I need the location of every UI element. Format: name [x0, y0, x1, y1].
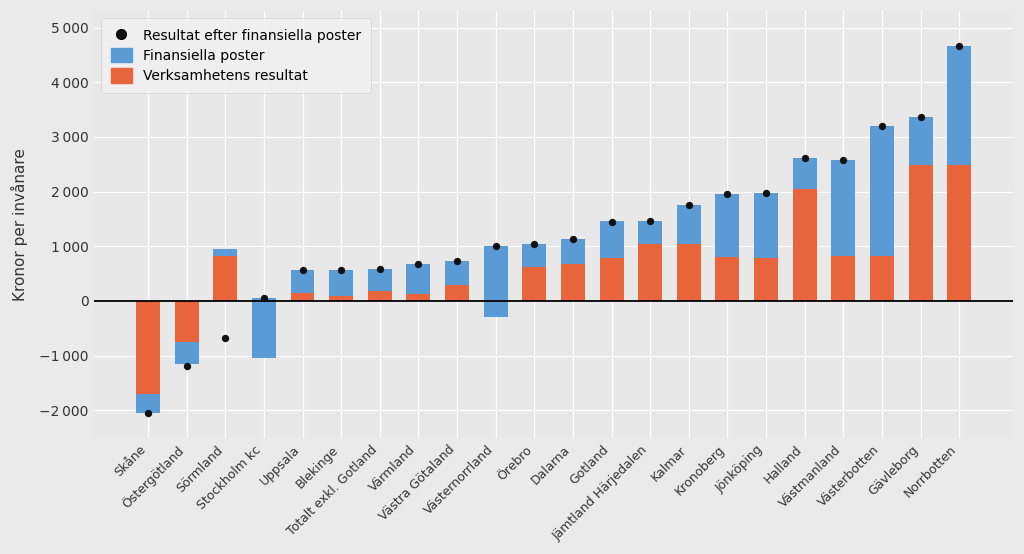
Point: [951, 41, 968, 50]
Bar: [522, 244, 546, 267]
Bar: [793, 158, 816, 189]
Point: [873, 121, 890, 130]
Point: [836, 156, 852, 165]
Point: [140, 409, 157, 418]
Bar: [638, 220, 663, 244]
Bar: [483, 301, 508, 317]
Bar: [908, 117, 933, 165]
Bar: [870, 255, 894, 301]
Point: [603, 217, 620, 226]
Y-axis label: Kronor per invånare: Kronor per invånare: [11, 148, 28, 301]
Bar: [213, 249, 238, 301]
Bar: [831, 161, 855, 256]
Bar: [947, 45, 971, 165]
Bar: [600, 258, 624, 301]
Point: [217, 334, 233, 342]
Bar: [870, 126, 894, 255]
Bar: [908, 165, 933, 301]
Bar: [754, 193, 778, 258]
Bar: [136, 301, 160, 394]
Point: [333, 265, 349, 274]
Point: [564, 235, 581, 244]
Bar: [522, 267, 546, 301]
Bar: [368, 269, 392, 291]
Point: [178, 361, 195, 370]
Bar: [716, 257, 739, 301]
Bar: [136, 394, 160, 413]
Bar: [213, 249, 238, 256]
Bar: [600, 221, 624, 258]
Bar: [677, 244, 700, 301]
Point: [642, 216, 658, 225]
Bar: [483, 247, 508, 317]
Bar: [445, 285, 469, 301]
Bar: [407, 264, 430, 294]
Point: [797, 154, 813, 163]
Point: [526, 239, 543, 248]
Bar: [561, 264, 585, 301]
Bar: [561, 239, 585, 264]
Point: [372, 265, 388, 274]
Bar: [368, 291, 392, 301]
Bar: [175, 342, 199, 364]
Bar: [252, 298, 275, 358]
Point: [487, 242, 504, 250]
Bar: [831, 256, 855, 301]
Point: [681, 201, 697, 210]
Bar: [677, 206, 700, 244]
Bar: [947, 165, 971, 301]
Bar: [329, 270, 353, 295]
Bar: [329, 295, 353, 301]
Bar: [175, 301, 199, 364]
Point: [449, 257, 465, 265]
Point: [256, 294, 272, 302]
Point: [912, 113, 929, 122]
Bar: [445, 261, 469, 285]
Bar: [754, 258, 778, 301]
Point: [758, 188, 774, 197]
Bar: [407, 294, 430, 301]
Bar: [793, 189, 816, 301]
Point: [719, 190, 735, 199]
Bar: [716, 194, 739, 257]
Bar: [252, 301, 275, 358]
Bar: [291, 293, 314, 301]
Bar: [291, 270, 314, 293]
Legend: Resultat efter finansiella poster, Finansiella poster, Verksamhetens resultat: Resultat efter finansiella poster, Finan…: [101, 18, 371, 93]
Point: [294, 265, 310, 274]
Point: [411, 260, 427, 269]
Bar: [638, 244, 663, 301]
